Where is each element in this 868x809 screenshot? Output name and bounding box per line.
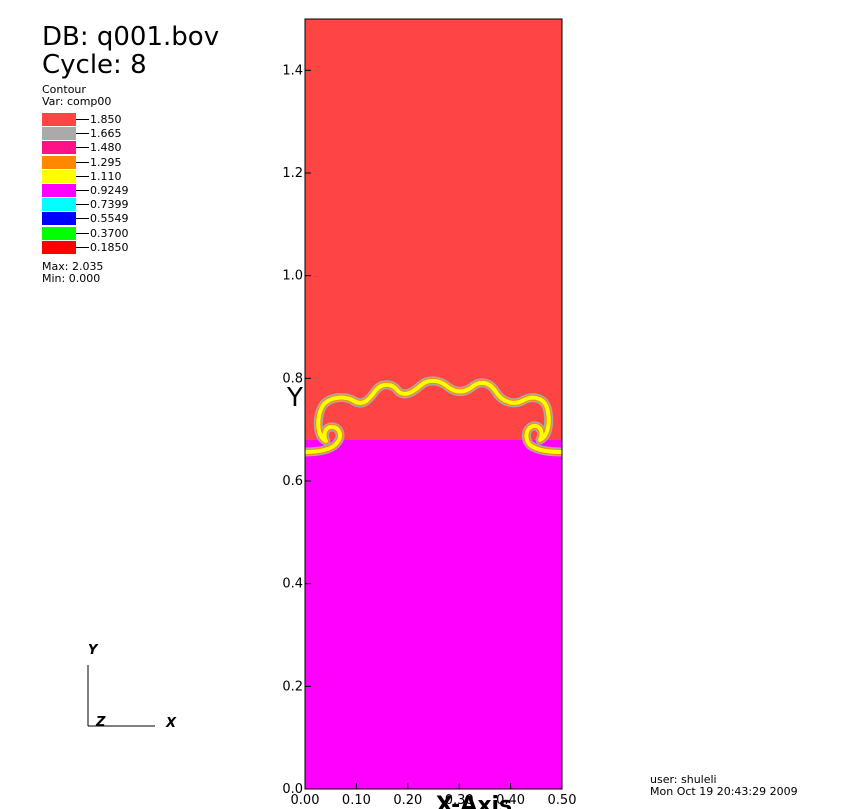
x-axis-title: X-Axis xyxy=(436,793,512,809)
legend-swatch xyxy=(42,212,76,226)
legend-item: 0.9249 xyxy=(42,184,182,198)
y-tick-label: 1.2 xyxy=(282,166,303,181)
x-tick-label: 0.10 xyxy=(342,793,371,808)
triad-z-label: Z xyxy=(95,715,106,730)
legend-swatch xyxy=(42,155,76,169)
legend-swatch xyxy=(42,113,76,126)
legend-label: 0.5549 xyxy=(90,212,129,226)
y-tick-label: 0.0 xyxy=(282,782,303,797)
legend-label: 1.110 xyxy=(90,169,122,183)
legend-swatch xyxy=(42,198,76,212)
legend-plot-type: Contour xyxy=(42,83,86,96)
legend-tick xyxy=(76,147,89,149)
y-tick-label: 0.8 xyxy=(282,371,303,386)
database-title: DB: q001.bov xyxy=(42,22,220,52)
x-tick-label: 0.20 xyxy=(393,793,422,808)
legend-item: 1.480 xyxy=(42,141,182,155)
y-tick-label: 1.0 xyxy=(282,269,303,284)
x-tick-label: 0.30 xyxy=(445,793,474,808)
legend-tick xyxy=(76,232,89,234)
legend-swatch xyxy=(42,184,76,197)
triad-x-label: X xyxy=(165,716,177,731)
legend-swatch xyxy=(42,169,76,183)
y-axis-title: Y xyxy=(286,383,303,413)
interface-contour-inner xyxy=(304,378,563,454)
legend-label: 1.665 xyxy=(90,127,122,141)
legend-label: 0.9249 xyxy=(90,184,129,197)
axis-triad: Y Z X xyxy=(87,643,177,731)
legend-swatch xyxy=(42,240,76,254)
user-label: user: shuleli xyxy=(650,773,717,786)
x-tick-label: 0.40 xyxy=(496,793,525,808)
legend-item: 1.110 xyxy=(42,169,182,184)
legend-item: 1.850 xyxy=(42,113,182,127)
legend-max: Max: 2.035 xyxy=(42,260,104,273)
legend-swatch xyxy=(42,127,76,141)
legend-label: 0.1850 xyxy=(90,240,129,254)
legend-item: 0.5549 xyxy=(42,212,182,226)
legend-swatch xyxy=(42,141,76,155)
cycle-label: Cycle: 8 xyxy=(42,50,147,80)
timestamp-label: Mon Oct 19 20:43:29 2009 xyxy=(650,785,798,798)
lower-fluid-region xyxy=(305,440,562,789)
legend-tick xyxy=(76,119,89,120)
triad-y-label: Y xyxy=(88,643,99,658)
legend-label: 0.3700 xyxy=(90,226,129,240)
plot-frame xyxy=(304,18,563,790)
legend-tick xyxy=(76,133,89,135)
legend-tick xyxy=(76,218,89,220)
legend-tick xyxy=(76,204,89,206)
legend-item: 1.295 xyxy=(42,155,182,170)
legend-tick xyxy=(76,190,89,191)
legend-label: 1.295 xyxy=(90,155,122,169)
legend-label: 0.7399 xyxy=(90,198,129,212)
x-axis-ticks: 0.00 0.10 0.20 0.30 0.40 0.50 xyxy=(291,783,577,808)
y-tick-label: 0.4 xyxy=(282,577,303,592)
legend-item: 0.1850 xyxy=(42,240,182,255)
y-tick-label: 0.2 xyxy=(282,679,303,694)
y-tick-label: 0.6 xyxy=(282,474,303,489)
legend-tick xyxy=(76,175,89,177)
legend-tick xyxy=(76,161,89,163)
legend-label: 1.850 xyxy=(90,113,122,126)
x-tick-label: 0.50 xyxy=(548,793,577,808)
legend-tick xyxy=(76,246,89,248)
legend-label: 1.480 xyxy=(90,141,122,155)
legend-variable: Var: comp00 xyxy=(42,95,112,108)
legend-min: Min: 0.000 xyxy=(42,272,101,285)
y-tick-label: 1.4 xyxy=(282,63,303,78)
legend-item: 0.3700 xyxy=(42,226,182,241)
y-axis-ticks: 0.0 0.2 0.4 0.6 0.8 1.0 1.2 1.4 xyxy=(282,63,311,797)
legend-swatch xyxy=(42,226,76,240)
legend-item: 1.665 xyxy=(42,127,182,141)
legend-item: 0.7399 xyxy=(42,198,182,212)
x-tick-label: 0.00 xyxy=(291,793,320,808)
